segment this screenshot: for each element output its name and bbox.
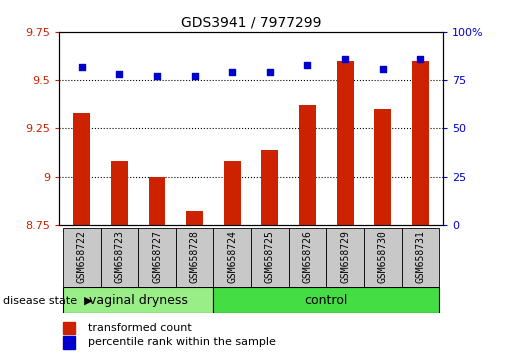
Bar <box>63 287 213 313</box>
Bar <box>186 211 203 225</box>
Point <box>153 73 161 79</box>
Text: GSM658723: GSM658723 <box>114 230 125 283</box>
Point <box>416 56 424 62</box>
Point <box>303 62 312 68</box>
Text: GSM658725: GSM658725 <box>265 230 275 283</box>
Text: control: control <box>304 293 348 307</box>
Bar <box>412 61 429 225</box>
Text: GSM658728: GSM658728 <box>190 230 200 283</box>
Bar <box>327 228 364 287</box>
Point <box>78 64 86 69</box>
Point <box>266 69 274 75</box>
Text: percentile rank within the sample: percentile rank within the sample <box>88 337 276 347</box>
Text: transformed count: transformed count <box>88 322 192 332</box>
Bar <box>374 109 391 225</box>
Text: GSM658726: GSM658726 <box>302 230 313 283</box>
Bar <box>63 228 100 287</box>
Point <box>341 56 349 62</box>
Point <box>115 72 124 77</box>
Bar <box>213 228 251 287</box>
Bar <box>224 161 241 225</box>
Text: GSM658724: GSM658724 <box>227 230 237 283</box>
Title: GDS3941 / 7977299: GDS3941 / 7977299 <box>181 15 321 29</box>
Bar <box>213 287 439 313</box>
Text: vaginal dryness: vaginal dryness <box>89 293 187 307</box>
Bar <box>73 113 90 225</box>
Bar <box>111 161 128 225</box>
Bar <box>364 228 402 287</box>
Text: disease state  ▶: disease state ▶ <box>3 295 92 305</box>
Text: GSM658729: GSM658729 <box>340 230 350 283</box>
Bar <box>63 336 75 349</box>
Bar <box>100 228 138 287</box>
Bar <box>176 228 213 287</box>
Bar <box>337 61 354 225</box>
Bar <box>262 149 278 225</box>
Bar <box>138 228 176 287</box>
Text: GSM658722: GSM658722 <box>77 230 87 283</box>
Text: GSM658727: GSM658727 <box>152 230 162 283</box>
Bar <box>63 322 75 334</box>
Bar <box>402 228 439 287</box>
Point <box>379 66 387 72</box>
Bar <box>299 105 316 225</box>
Text: GSM658730: GSM658730 <box>377 230 388 283</box>
Bar <box>251 228 289 287</box>
Text: GSM658731: GSM658731 <box>415 230 425 283</box>
Point <box>191 73 199 79</box>
Bar <box>148 177 165 225</box>
Bar <box>289 228 327 287</box>
Point <box>228 69 236 75</box>
